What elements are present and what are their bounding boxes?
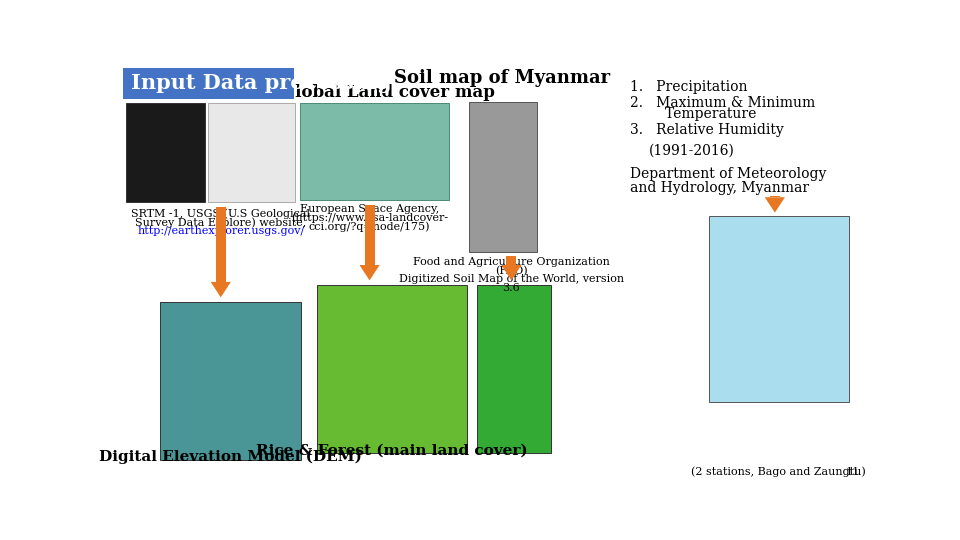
Text: Department of Meteorology: Department of Meteorology bbox=[630, 167, 827, 181]
FancyBboxPatch shape bbox=[468, 102, 537, 252]
FancyBboxPatch shape bbox=[126, 103, 205, 202]
FancyBboxPatch shape bbox=[317, 285, 468, 453]
Text: and Hydrology, Myanmar: and Hydrology, Myanmar bbox=[630, 181, 809, 195]
Polygon shape bbox=[770, 195, 780, 197]
Text: http://earthexplorer.usgs.gov/: http://earthexplorer.usgs.gov/ bbox=[137, 226, 304, 236]
Text: Input Data processing: Input Data processing bbox=[131, 73, 392, 93]
Text: cci.org/?q=node/175): cci.org/?q=node/175) bbox=[309, 221, 430, 232]
Text: Soil map of Myanmar: Soil map of Myanmar bbox=[394, 69, 611, 87]
Text: Digital Elevation Model (DEM): Digital Elevation Model (DEM) bbox=[100, 449, 362, 464]
FancyBboxPatch shape bbox=[476, 285, 551, 453]
Text: (1991-2016): (1991-2016) bbox=[649, 144, 735, 158]
Text: Food and Agriculture Organization: Food and Agriculture Organization bbox=[413, 257, 610, 267]
FancyBboxPatch shape bbox=[123, 68, 294, 99]
Text: 2.   Maximum & Minimum: 2. Maximum & Minimum bbox=[630, 96, 815, 110]
Text: 2015 Global Land cover map: 2015 Global Land cover map bbox=[228, 84, 494, 101]
Text: Survey Data Explore) website,: Survey Data Explore) website, bbox=[135, 217, 306, 228]
Text: (FAO): (FAO) bbox=[495, 266, 528, 276]
Text: 1.   Precipitation: 1. Precipitation bbox=[630, 80, 748, 94]
Polygon shape bbox=[210, 282, 230, 298]
Text: Digitized Soil Map of the World, version: Digitized Soil Map of the World, version bbox=[398, 274, 624, 284]
Polygon shape bbox=[765, 197, 785, 213]
Text: European Space Agency,: European Space Agency, bbox=[300, 204, 439, 214]
FancyBboxPatch shape bbox=[208, 103, 295, 202]
Polygon shape bbox=[359, 265, 379, 280]
Polygon shape bbox=[501, 265, 521, 280]
Text: Rice & Forest (main land cover): Rice & Forest (main land cover) bbox=[256, 443, 528, 457]
Polygon shape bbox=[365, 205, 374, 265]
Text: 3.   Relative Humidity: 3. Relative Humidity bbox=[630, 123, 783, 137]
Text: (https://www.esa-landcover-: (https://www.esa-landcover- bbox=[291, 213, 448, 223]
FancyBboxPatch shape bbox=[709, 215, 849, 402]
Polygon shape bbox=[506, 256, 516, 265]
Text: Temperature: Temperature bbox=[630, 107, 756, 121]
FancyBboxPatch shape bbox=[300, 103, 448, 200]
Text: SRTM -1, USGS (U.S Geological: SRTM -1, USGS (U.S Geological bbox=[132, 209, 310, 219]
Text: 3.6: 3.6 bbox=[502, 283, 520, 293]
FancyBboxPatch shape bbox=[160, 302, 301, 460]
Text: 11: 11 bbox=[846, 467, 860, 477]
Text: (2 stations, Bago and Zaungtu): (2 stations, Bago and Zaungtu) bbox=[690, 466, 865, 477]
Polygon shape bbox=[216, 207, 226, 282]
